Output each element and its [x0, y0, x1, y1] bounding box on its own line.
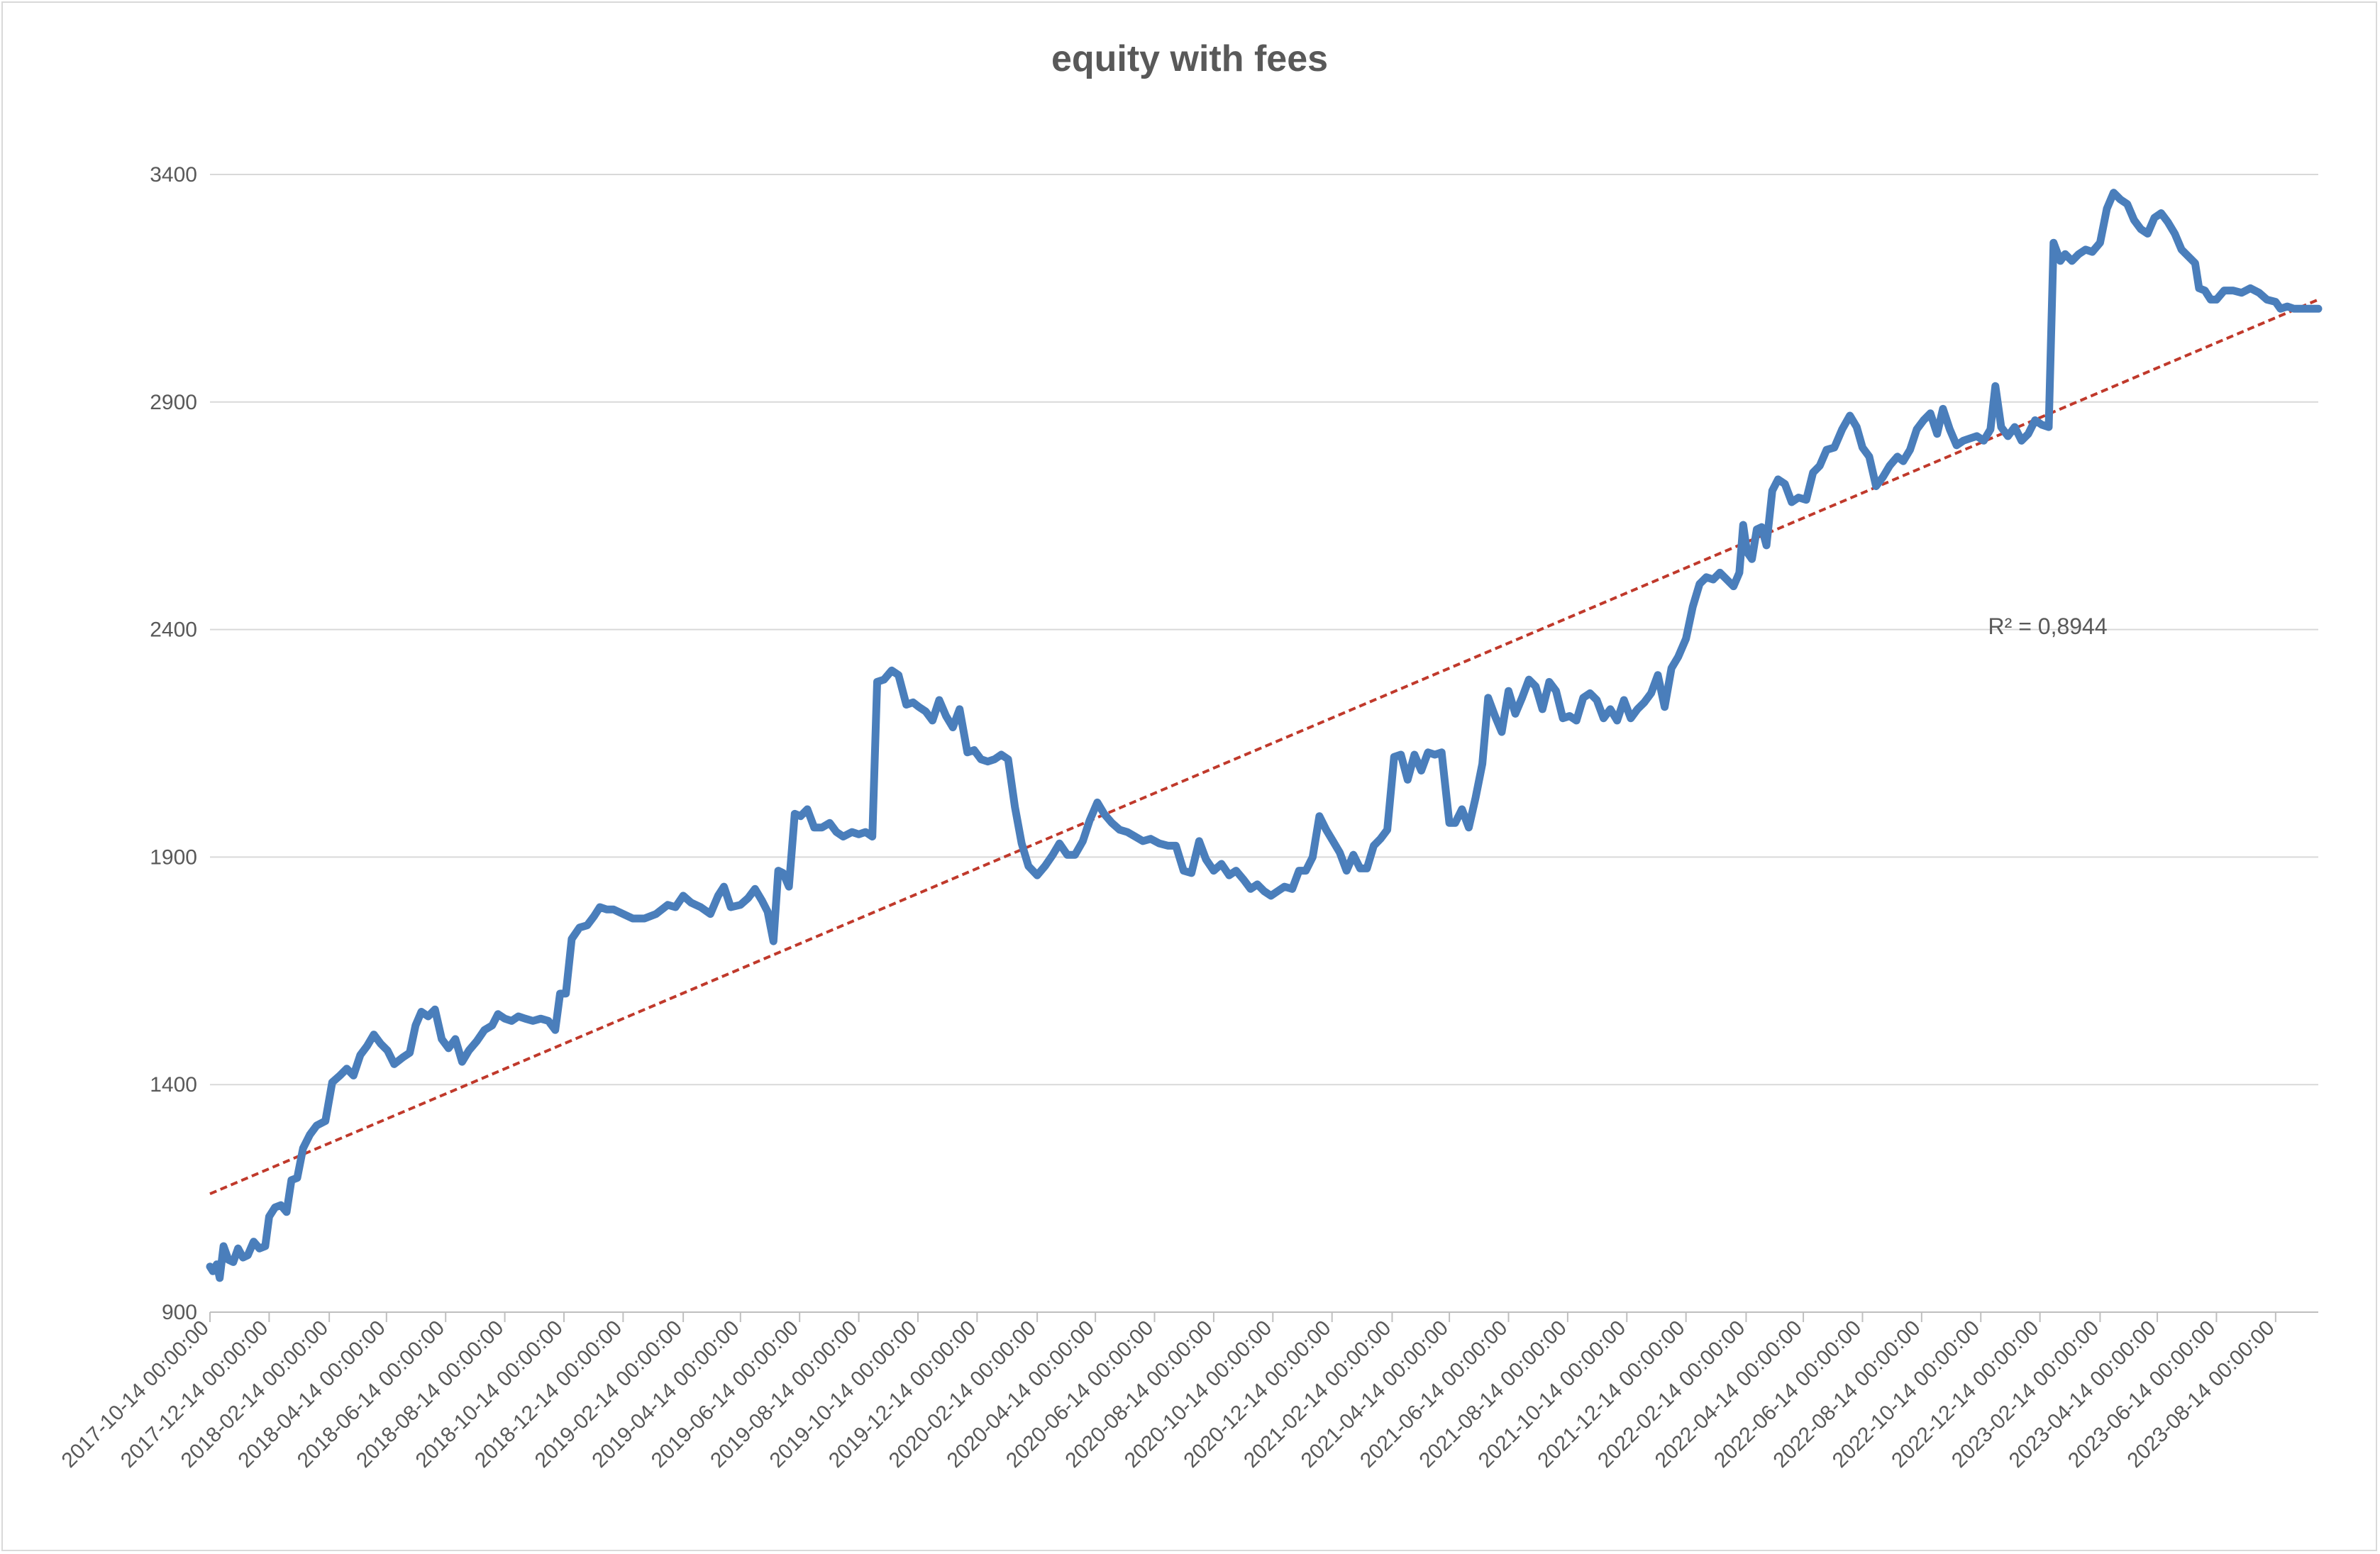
- series-layer: [206, 189, 2323, 1282]
- gridlines: [210, 174, 2318, 1086]
- y-tick-label: 3400: [150, 163, 197, 187]
- trendline-layer: [209, 298, 2319, 1196]
- y-axis: 900 1400 1900 2400 2900 3400: [150, 163, 197, 1324]
- r-squared-label: R² = 0,8944: [1988, 614, 2108, 639]
- y-tick-label: 1900: [150, 845, 197, 869]
- y-tick-label: 2400: [150, 618, 197, 642]
- equity-series-line: [206, 189, 2323, 1282]
- y-tick-label: 900: [162, 1301, 197, 1324]
- y-tick-label: 2900: [150, 391, 197, 414]
- trendline: [209, 298, 2319, 1196]
- chart-title: equity with fees: [1051, 38, 1328, 79]
- y-tick-label: 1400: [150, 1073, 197, 1097]
